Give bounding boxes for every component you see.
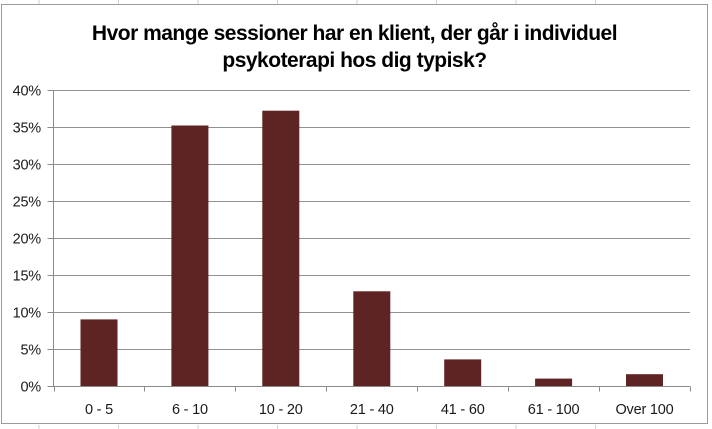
y-axis-tick-label: 40% bbox=[13, 84, 42, 100]
y-axis-tick-label: 10% bbox=[13, 306, 42, 322]
bar-10-20 bbox=[262, 110, 300, 386]
chart-title: Hvor mange sessioner har en klient, der … bbox=[2, 20, 707, 74]
x-axis-category-label: 10 - 20 bbox=[259, 402, 303, 418]
x-axis-category-label: 6 - 10 bbox=[172, 402, 208, 418]
bars bbox=[80, 110, 663, 386]
x-axis-category-label: 61 - 100 bbox=[528, 402, 580, 418]
y-axis-tick-label: 25% bbox=[13, 195, 42, 211]
spreadsheet-gridlines-bottom bbox=[0, 425, 712, 429]
x-axis-labels: 0 - 5 6 - 10 10 - 20 21 - 40 41 - 60 61 - 100… bbox=[85, 402, 674, 418]
y-axis-tick-label: 20% bbox=[13, 232, 42, 248]
chart-title-text: Hvor mange sessioner har en klient, der … bbox=[91, 22, 618, 72]
y-axis-tick-label: 0% bbox=[20, 380, 41, 396]
bar-41-60 bbox=[444, 359, 482, 386]
bar-61-100 bbox=[535, 378, 573, 386]
y-axis-tick-label: 15% bbox=[13, 269, 42, 285]
bar-21-40 bbox=[353, 291, 391, 386]
bar-6-10 bbox=[171, 125, 209, 386]
spreadsheet-gridlines-top bbox=[0, 0, 712, 4]
bar-Over100 bbox=[626, 374, 663, 386]
x-axis-category-label: Over 100 bbox=[615, 402, 673, 418]
y-axis-tick-label: 30% bbox=[13, 158, 42, 174]
y-axis-labels: 0% 5% 10% 15% 20% 25% 30% 35% 40% bbox=[13, 84, 42, 396]
bar-0-5 bbox=[80, 319, 118, 386]
x-axis-category-label: 21 - 40 bbox=[350, 402, 394, 418]
y-axis-tick-label: 35% bbox=[13, 121, 42, 137]
y-axis-tick-label: 5% bbox=[20, 343, 41, 359]
axes bbox=[47, 90, 691, 392]
x-axis-category-label: 0 - 5 bbox=[85, 402, 113, 418]
x-axis-category-label: 41 - 60 bbox=[441, 402, 485, 418]
